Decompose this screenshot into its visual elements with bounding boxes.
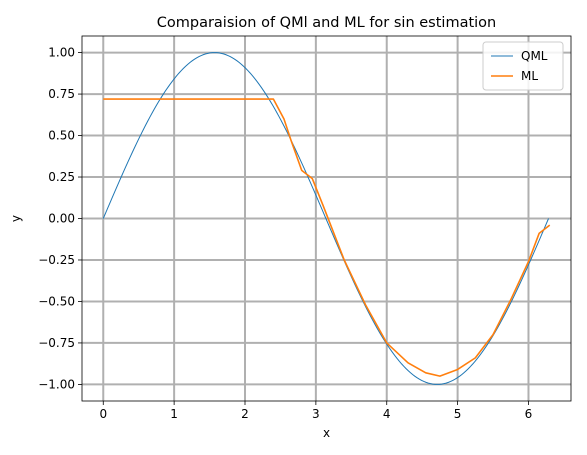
y-tick-label: −0.75 — [38, 336, 75, 350]
y-tick-label: 0.50 — [48, 129, 75, 143]
x-axis-label: x — [323, 426, 330, 440]
legend-label: QML — [521, 49, 548, 63]
chart-title: Comparaision of QMl and ML for sin estim… — [157, 15, 496, 31]
series-layer — [102, 52, 551, 385]
x-tick-label: 5 — [454, 407, 462, 421]
legend: QML ML — [482, 41, 564, 91]
y-tick-label: 1.00 — [48, 46, 75, 60]
y-tick-label: 0.75 — [48, 87, 75, 101]
grid — [82, 36, 571, 401]
y-tick-label: −0.50 — [38, 294, 75, 308]
ticks: 0 1 2 3 4 5 6 1.00 0.75 0.50 0.25 0.00 −0.25 −0.50 −0.… — [38, 46, 532, 421]
y-tick-label: 0.00 — [48, 212, 75, 226]
series-line-qml — [102, 52, 550, 385]
x-tick-label: 1 — [170, 407, 178, 421]
y-axis-label: y — [9, 215, 23, 222]
legend-label: ML — [521, 69, 538, 83]
y-tick-label: −1.00 — [38, 377, 75, 391]
x-tick-label: 4 — [383, 407, 391, 421]
x-tick-label: 0 — [99, 407, 107, 421]
x-tick-label: 6 — [525, 407, 533, 421]
y-tick-label: −0.25 — [38, 253, 75, 267]
series-line-ml — [103, 98, 551, 377]
x-tick-label: 3 — [312, 407, 320, 421]
y-tick-label: 0.25 — [48, 170, 75, 184]
legend-box — [482, 41, 564, 91]
x-tick-label: 2 — [241, 407, 249, 421]
